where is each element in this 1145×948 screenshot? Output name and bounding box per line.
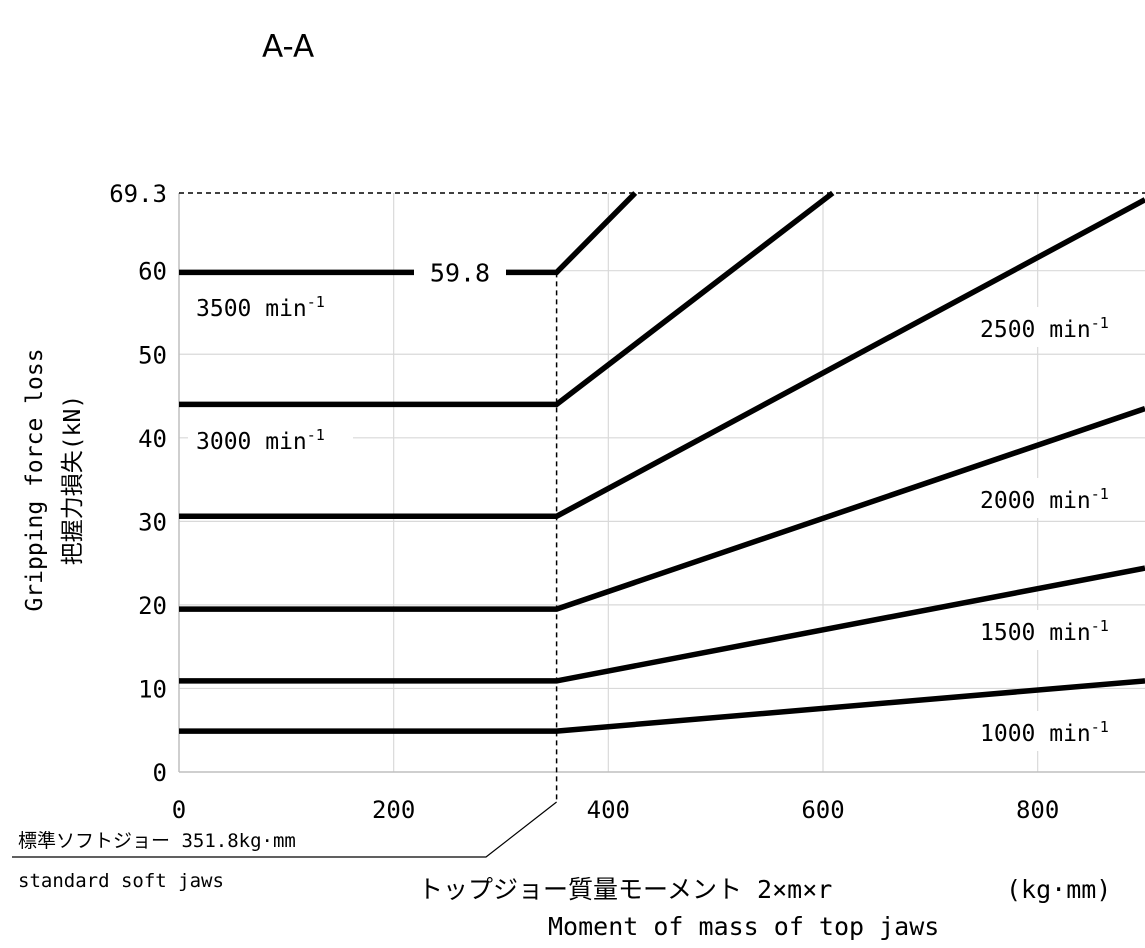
series-label: 1000 min-1	[980, 718, 1109, 747]
x-tick-label: 600	[801, 796, 844, 824]
x-axis-label-en: Moment of mass of top jaws	[548, 912, 939, 941]
series-line	[179, 405, 1145, 612]
series-line	[179, 190, 835, 408]
series-line	[179, 197, 1145, 520]
x-tick-label: 400	[587, 796, 630, 824]
x-axis-label-unit: (kg·mm)	[1006, 875, 1111, 904]
y-axis-label-ja: 把握力損失(kN)	[60, 395, 86, 565]
x-axis-label-ja: トップジョー質量モーメント 2×m×r	[418, 875, 832, 904]
series-line	[179, 678, 1145, 734]
x-tick-label: 0	[172, 796, 186, 824]
series-labels: 59.8 3500 min-1 3000 min-1 2500 min-1 2000 m…	[188, 254, 1137, 751]
tick-labels: 0 10 20 30 40 50 60 69.3 0 200 400 600 800	[109, 180, 1059, 824]
series-label-box	[972, 478, 1137, 518]
series-label: 2000 min-1	[980, 485, 1109, 514]
series-label: 2500 min-1	[980, 314, 1109, 343]
y-tick-label: 20	[138, 592, 167, 620]
y-tick-label: 30	[138, 508, 167, 536]
y-tick-label: 10	[138, 675, 167, 703]
series-label-box	[972, 711, 1137, 751]
y-axis-label-en: Gripping force loss	[22, 348, 48, 611]
x-tick-label: 200	[372, 796, 415, 824]
value-annotation: 59.8	[430, 258, 490, 287]
y-tick-label-max: 69.3	[109, 180, 167, 208]
y-tick-label: 40	[138, 425, 167, 453]
y-tick-label: 50	[138, 341, 167, 369]
threshold-label-en: standard soft jaws	[18, 870, 224, 892]
y-tick-label: 0	[153, 759, 167, 787]
chart-title: A-A	[262, 29, 314, 65]
axes	[12, 192, 1145, 858]
series-label: 3500 min-1	[196, 293, 325, 322]
value-annotation-box	[414, 254, 506, 289]
series-label: 1500 min-1	[980, 617, 1109, 646]
x-tick-label: 800	[1016, 796, 1059, 824]
series-line	[179, 565, 1145, 684]
series-label-box	[972, 307, 1137, 347]
series-label-box	[972, 610, 1137, 650]
series-lines	[179, 190, 1145, 734]
y-tick-label: 60	[138, 258, 167, 286]
threshold-leader-line	[12, 801, 557, 858]
threshold-label-ja: 標準ソフトジョー 351.8kg·mm	[18, 830, 296, 852]
series-label-box	[188, 419, 353, 459]
series-label: 3000 min-1	[196, 426, 325, 455]
series-line	[179, 191, 638, 276]
